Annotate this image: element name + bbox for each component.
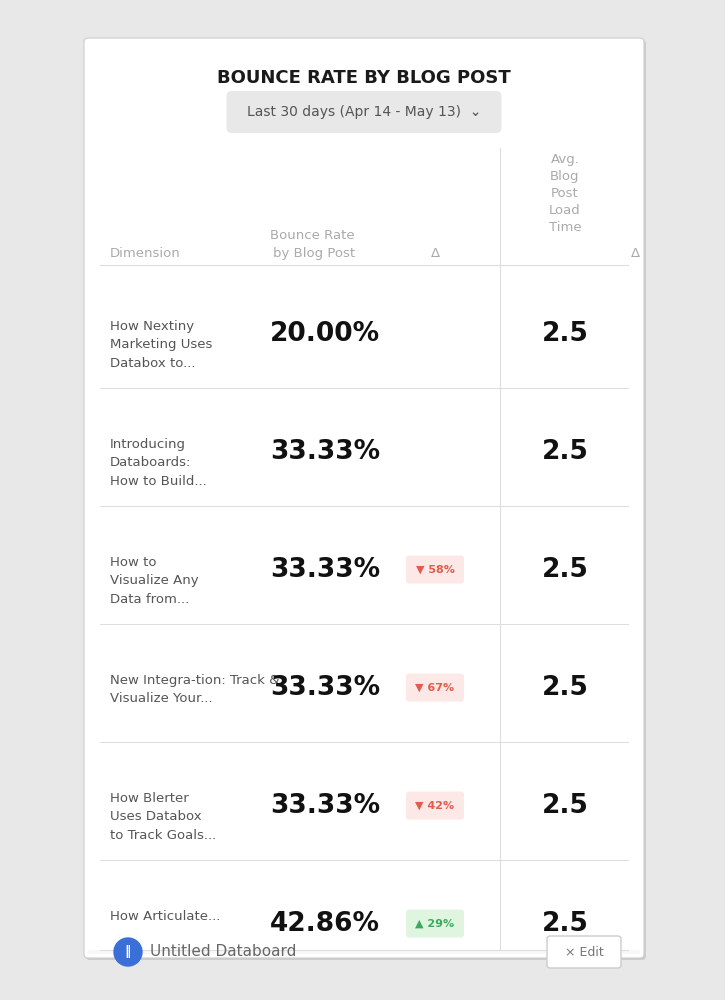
- FancyBboxPatch shape: [84, 38, 644, 958]
- Text: ▼ 42%: ▼ 42%: [415, 801, 455, 811]
- Text: 2.5: 2.5: [542, 557, 589, 583]
- Text: 2.5: 2.5: [542, 911, 589, 937]
- Text: 20.00%: 20.00%: [270, 321, 380, 347]
- FancyBboxPatch shape: [406, 792, 464, 820]
- Text: 33.33%: 33.33%: [270, 675, 380, 701]
- Text: BOUNCE RATE BY BLOG POST: BOUNCE RATE BY BLOG POST: [217, 69, 511, 87]
- Text: × Edit: × Edit: [565, 946, 603, 958]
- FancyBboxPatch shape: [406, 674, 464, 702]
- Text: 33.33%: 33.33%: [270, 793, 380, 819]
- Text: How to
Visualize Any
Data from...: How to Visualize Any Data from...: [110, 556, 199, 606]
- Text: 42.86%: 42.86%: [270, 911, 380, 937]
- Text: Last 30 days (Apr 14 - May 13)  ⌄: Last 30 days (Apr 14 - May 13) ⌄: [247, 105, 481, 119]
- FancyBboxPatch shape: [88, 950, 640, 954]
- Text: 2.5: 2.5: [542, 675, 589, 701]
- Text: How Articulate...: How Articulate...: [110, 910, 220, 923]
- FancyBboxPatch shape: [406, 556, 464, 584]
- Text: 2.5: 2.5: [542, 439, 589, 465]
- Text: Untitled Databoard: Untitled Databoard: [150, 944, 297, 960]
- FancyBboxPatch shape: [226, 91, 502, 133]
- FancyBboxPatch shape: [406, 910, 464, 938]
- Text: Δ: Δ: [431, 247, 439, 260]
- Text: ▼ 67%: ▼ 67%: [415, 683, 455, 693]
- Text: Avg.
Blog
Post
Load
Time: Avg. Blog Post Load Time: [549, 153, 581, 234]
- Text: Bounce Rate
by Blog Post: Bounce Rate by Blog Post: [270, 229, 355, 260]
- Text: Dimension: Dimension: [110, 247, 181, 260]
- Text: ‖: ‖: [125, 946, 131, 958]
- Text: ▲ 29%: ▲ 29%: [415, 919, 455, 929]
- Text: 2.5: 2.5: [542, 321, 589, 347]
- Text: Δ: Δ: [631, 247, 639, 260]
- Circle shape: [114, 938, 142, 966]
- FancyBboxPatch shape: [86, 40, 646, 960]
- Text: 2.5: 2.5: [542, 793, 589, 819]
- Text: ▼ 58%: ▼ 58%: [415, 565, 455, 575]
- Text: How Nextiny
Marketing Uses
Databox to...: How Nextiny Marketing Uses Databox to...: [110, 320, 212, 370]
- Text: 33.33%: 33.33%: [270, 557, 380, 583]
- Text: New Integra-tion: Track &
Visualize Your...: New Integra-tion: Track & Visualize Your…: [110, 674, 280, 705]
- Text: How Blerter
Uses Databox
to Track Goals...: How Blerter Uses Databox to Track Goals.…: [110, 792, 216, 842]
- FancyBboxPatch shape: [547, 936, 621, 968]
- Text: 33.33%: 33.33%: [270, 439, 380, 465]
- Text: Introducing
Databoards:
How to Build...: Introducing Databoards: How to Build...: [110, 438, 207, 488]
